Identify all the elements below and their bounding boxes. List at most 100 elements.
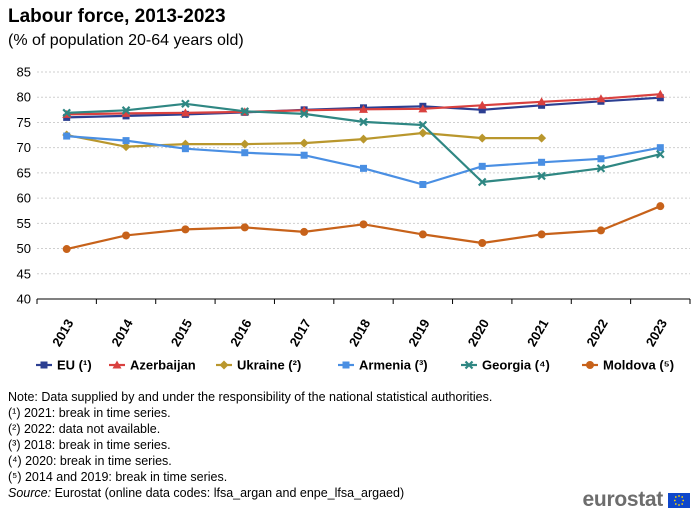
data-point-armenia — [597, 155, 605, 163]
data-point-armenia — [360, 164, 367, 172]
data-point-azerbaijan — [477, 100, 487, 109]
x-tick-label: 2018 — [346, 316, 373, 349]
data-point-armenia — [241, 149, 249, 157]
data-point-eu — [478, 106, 486, 114]
data-point-ukraine — [537, 133, 547, 143]
data-point-ukraine — [477, 133, 487, 143]
data-point-moldova — [656, 202, 665, 211]
x-tick-label: 2019 — [405, 316, 432, 349]
data-point-moldova — [418, 230, 427, 239]
x-tick-label: 2021 — [524, 316, 551, 349]
y-tick-label: 85 — [17, 65, 31, 80]
data-point-eu — [538, 101, 546, 109]
footnote-5: (⁵) 2014 and 2019: break in time series. — [8, 470, 228, 484]
chart-title: Labour force, 2013-2023 — [8, 6, 226, 27]
x-tick-label: 2016 — [227, 316, 254, 349]
data-point-ukraine — [240, 139, 250, 149]
legend-marker-moldova — [586, 361, 594, 369]
data-point-eu — [656, 94, 664, 102]
data-point-georgia — [596, 164, 606, 173]
legend-label-eu: EU (¹) — [57, 358, 92, 373]
x-tick-label: 2015 — [168, 316, 195, 349]
data-point-ukraine — [359, 134, 368, 144]
data-point-moldova — [537, 230, 546, 239]
data-point-moldova — [181, 225, 190, 234]
data-point-georgia — [62, 108, 71, 118]
source-text: Eurostat (online data codes: lfsa_argan … — [51, 486, 405, 500]
data-point-armenia — [656, 144, 664, 152]
data-point-moldova — [62, 245, 71, 254]
x-tick-label: 2020 — [465, 316, 492, 349]
legend-marker-armenia — [342, 361, 350, 369]
x-tick-label: 2014 — [108, 316, 136, 349]
eurostat-logo: eurostat — [583, 488, 690, 512]
y-tick-label: 75 — [17, 115, 31, 130]
data-point-moldova — [122, 231, 131, 240]
legend-label-moldova: Moldova (⁵) — [603, 358, 674, 373]
y-tick-label: 65 — [17, 165, 31, 180]
data-point-azerbaijan — [596, 94, 606, 103]
legend-label-azerbaijan: Azerbaijan — [130, 358, 196, 373]
data-point-azerbaijan — [655, 89, 665, 98]
eu-flag-icon — [668, 492, 690, 508]
legend-marker-azerbaijan — [112, 360, 122, 369]
footnote-1: (¹) 2021: break in time series. — [8, 406, 171, 420]
data-point-georgia — [121, 106, 131, 115]
data-point-ukraine — [121, 142, 131, 152]
data-point-georgia — [537, 171, 546, 181]
note-line: Note: Data supplied by and under the res… — [8, 390, 493, 404]
y-tick-label: 50 — [17, 241, 31, 256]
source-line: Source: Eurostat (online data codes: lfs… — [8, 485, 492, 501]
x-tick-label: 2022 — [583, 316, 610, 349]
data-point-moldova — [478, 239, 487, 248]
data-point-armenia — [122, 137, 130, 145]
data-point-ukraine — [299, 138, 309, 148]
data-point-georgia — [181, 99, 190, 109]
data-point-moldova — [240, 223, 249, 232]
source-label: Source: — [8, 486, 52, 500]
data-point-armenia — [181, 145, 189, 153]
data-point-moldova — [300, 227, 309, 236]
chart-subtitle: (% of population 20-64 years old) — [8, 32, 244, 49]
logo-text: eurostat — [582, 488, 664, 511]
legend-marker-ukraine — [219, 360, 229, 370]
footnote-3: (³) 2018: break in time series. — [8, 438, 171, 452]
y-tick-label: 60 — [17, 191, 31, 206]
notes-block: Note: Data supplied by and under the res… — [8, 389, 492, 501]
data-point-azerbaijan — [121, 108, 131, 117]
y-tick-label: 80 — [17, 90, 31, 105]
data-point-azerbaijan — [180, 108, 190, 117]
data-point-armenia — [478, 162, 486, 170]
data-point-georgia — [299, 109, 309, 119]
y-tick-label: 70 — [17, 140, 31, 155]
y-tick-label: 55 — [17, 216, 31, 231]
data-point-georgia — [359, 117, 368, 127]
x-tick-label: 2023 — [643, 316, 670, 349]
data-point-armenia — [419, 180, 427, 188]
data-point-ukraine — [418, 128, 428, 138]
footnote-2: (²) 2022: data not available. — [8, 422, 161, 436]
data-point-armenia — [538, 158, 546, 166]
y-tick-label: 40 — [17, 292, 31, 307]
legend-marker-georgia — [464, 360, 474, 370]
legend-label-georgia: Georgia (⁴) — [482, 358, 550, 373]
data-point-georgia — [477, 177, 487, 187]
data-point-azerbaijan — [537, 97, 547, 106]
data-point-georgia — [656, 149, 665, 159]
data-point-azerbaijan — [359, 104, 368, 113]
x-tick-label: 2017 — [287, 316, 314, 349]
legend-label-ukraine: Ukraine (²) — [237, 358, 301, 373]
data-point-georgia — [418, 120, 428, 130]
line-chart: 40 45 50 55 60 65 70 75 80 85 2013 2014 2015 2016 2017… — [17, 65, 691, 373]
data-point-azerbaijan — [418, 104, 428, 113]
data-point-armenia — [63, 132, 71, 140]
x-tick-label: 2013 — [49, 316, 76, 349]
legend-marker-eu — [40, 361, 48, 369]
data-point-georgia — [240, 107, 250, 116]
data-point-moldova — [359, 220, 368, 229]
data-point-armenia — [300, 151, 308, 159]
legend-label-armenia: Armenia (³) — [359, 358, 428, 373]
data-point-moldova — [596, 226, 605, 235]
footnote-4: (⁴) 2020: break in time series. — [8, 454, 172, 468]
y-tick-label: 45 — [17, 266, 31, 281]
